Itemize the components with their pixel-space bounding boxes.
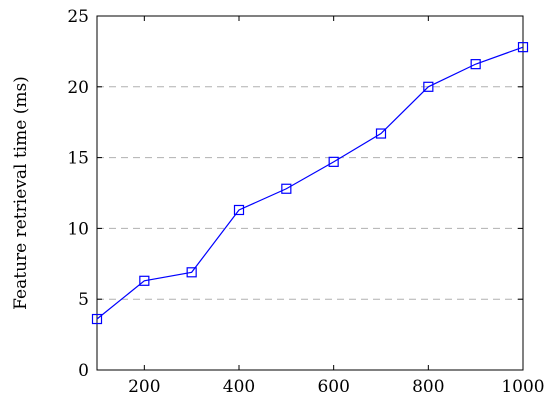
y-tick-label: 5 (78, 290, 89, 310)
data-point (423, 81, 434, 92)
x-tick-label: 800 (412, 377, 444, 397)
data-point (139, 275, 150, 286)
data-point (517, 42, 529, 53)
data-point (186, 267, 197, 278)
grid-lines (97, 86, 523, 300)
y-tick-label: 0 (78, 361, 89, 381)
y-tick-label: 20 (67, 78, 89, 98)
x-tick-label: 600 (317, 377, 349, 397)
data-series (91, 42, 529, 325)
y-tick-label: 10 (67, 219, 89, 239)
axis-ticks: 0 5 10 15 20 25 200 400 600 800 1000 (67, 7, 544, 397)
data-point (328, 156, 339, 167)
y-axis-label: Feature retrieval time (ms) (11, 76, 31, 310)
data-point (91, 313, 103, 325)
plot-frame (96, 15, 524, 371)
data-point (470, 59, 481, 70)
y-tick-label: 15 (67, 149, 89, 169)
data-point (233, 204, 245, 216)
x-tick-label: 400 (223, 377, 255, 397)
data-point (281, 183, 292, 194)
data-point (375, 128, 387, 139)
x-tick-label: 1000 (501, 377, 544, 397)
x-tick-label: 200 (128, 377, 160, 397)
y-tick-label: 25 (67, 7, 89, 27)
series-line (96, 46, 524, 320)
